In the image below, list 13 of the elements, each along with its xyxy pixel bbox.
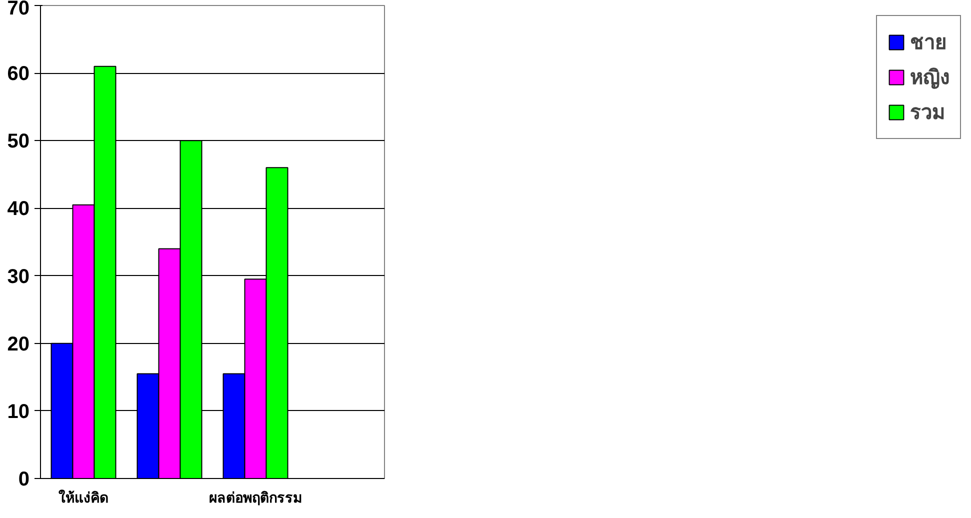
legend-label: หญิง	[910, 66, 950, 91]
y-tick-label: 0	[18, 468, 30, 490]
legend-label: รวม	[910, 101, 945, 126]
y-tick-label: 10	[7, 400, 30, 423]
y-tick-label: 40	[7, 198, 30, 220]
y-tick-label: 70	[7, 0, 30, 20]
y-tick-label: 30	[7, 266, 30, 288]
legend-label: ชาย	[910, 31, 947, 56]
y-tick-label: 50	[7, 130, 30, 153]
y-tick-label: 60	[7, 63, 30, 86]
y-tick-label: 20	[7, 333, 30, 356]
x-tick-label: ให้แง่คิด	[58, 488, 108, 506]
x-tick-label: ผลต่อพฤติกรรม	[209, 490, 302, 506]
